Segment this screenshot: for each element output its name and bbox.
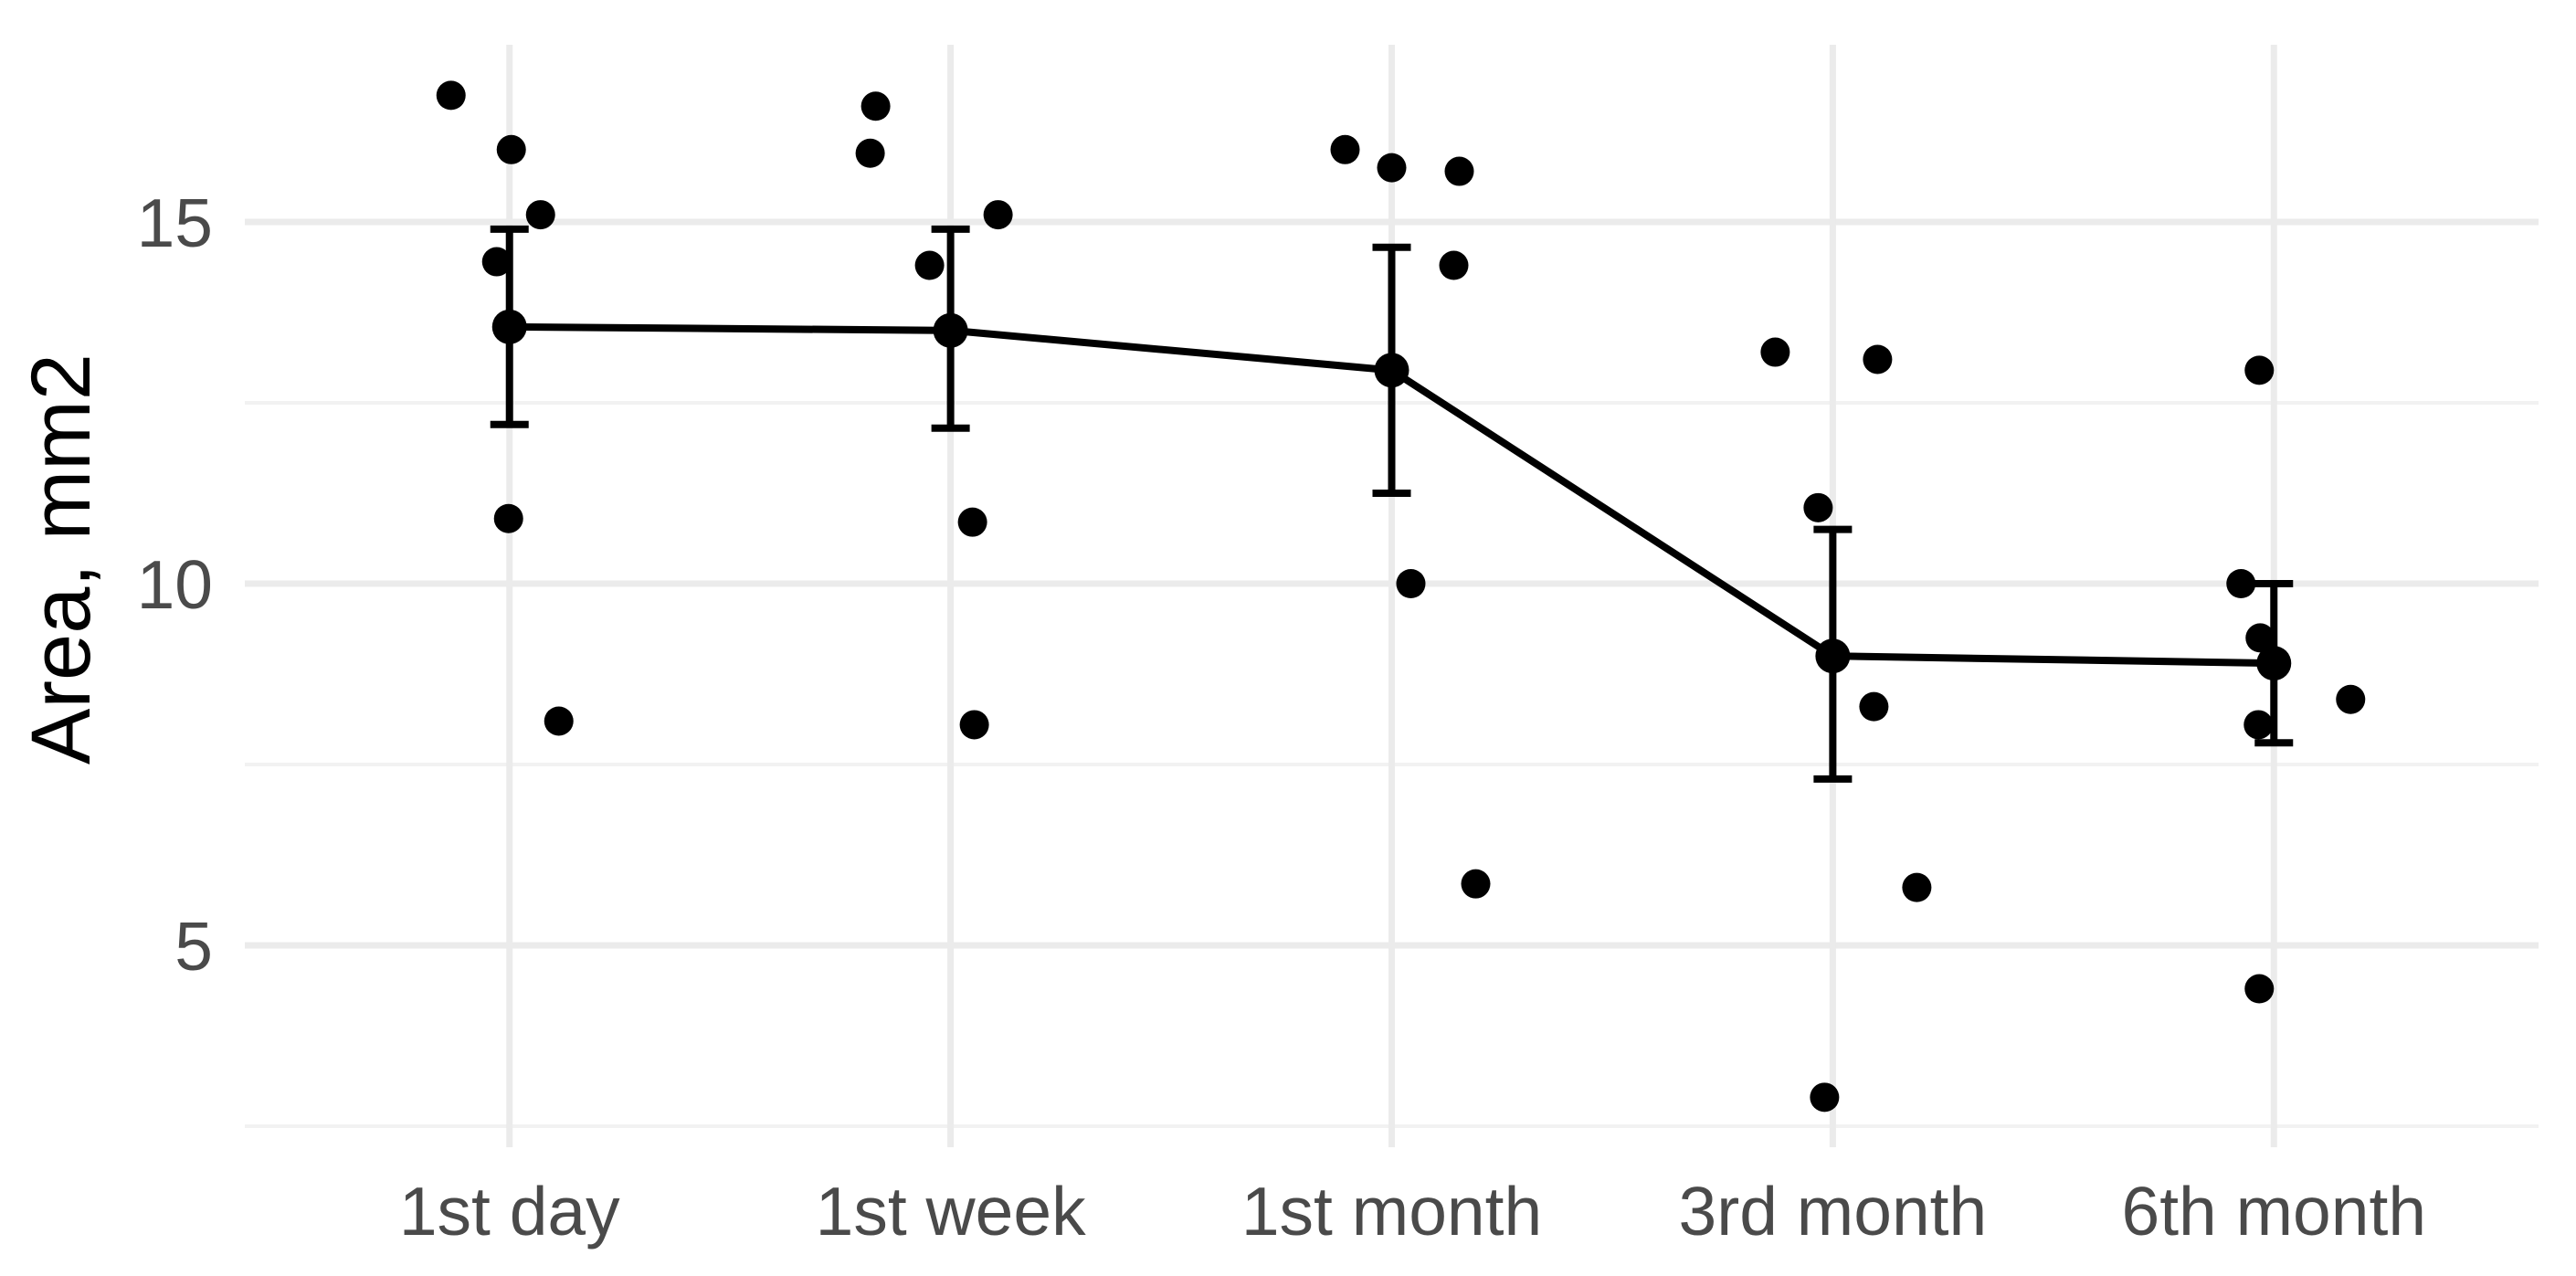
data-point [496, 134, 526, 164]
mean-point [491, 309, 527, 344]
data-point [436, 80, 466, 111]
y-tick-label: 10 [137, 546, 213, 623]
data-point [1803, 492, 1833, 522]
data-point [2336, 684, 2366, 714]
data-point [2244, 974, 2275, 1004]
data-point [544, 706, 574, 736]
mean-point [933, 312, 968, 348]
data-point [525, 200, 555, 230]
data-point [1902, 872, 1932, 902]
x-axis-tick-labels: 1st day 1st week 1st month 3rd month 6th mon… [399, 1173, 2426, 1250]
data-point [1863, 344, 1893, 374]
mean-point [1815, 638, 1851, 674]
data-point [1461, 869, 1491, 899]
data-point [2244, 355, 2275, 385]
mean-point [1374, 353, 1409, 388]
x-tick-label: 1st month [1241, 1173, 1542, 1250]
data-points-layer [436, 80, 2366, 1113]
data-point [1377, 153, 1407, 183]
data-point [2243, 710, 2274, 740]
x-tick-label: 3rd month [1679, 1173, 1988, 1250]
data-point [1444, 156, 1474, 186]
data-point [983, 200, 1013, 230]
data-point [1760, 337, 1790, 367]
mean-point [2256, 646, 2292, 681]
data-point [1859, 691, 1889, 722]
data-point [914, 250, 945, 280]
data-point [1396, 569, 1426, 598]
y-axis-tick-labels: 15 10 5 [137, 185, 213, 985]
data-point [1330, 134, 1360, 164]
x-tick-label: 1st week [816, 1173, 1086, 1250]
data-point [2245, 623, 2275, 653]
data-point [481, 247, 512, 277]
data-point [1810, 1082, 1840, 1113]
y-axis-title: Area, mm2 [15, 353, 108, 765]
data-point [860, 91, 891, 121]
data-point [959, 710, 989, 740]
y-tick-label: 15 [137, 185, 213, 261]
x-tick-label: 6th month [2121, 1173, 2426, 1250]
data-point [957, 507, 987, 537]
gridlines-vertical [506, 45, 2277, 1147]
data-point [1439, 250, 1469, 280]
x-tick-label: 1st day [399, 1173, 620, 1250]
data-point [493, 503, 523, 533]
data-point [2226, 569, 2256, 598]
y-tick-label: 5 [174, 908, 213, 985]
mean-points-layer [491, 309, 2292, 681]
data-point [855, 138, 885, 168]
